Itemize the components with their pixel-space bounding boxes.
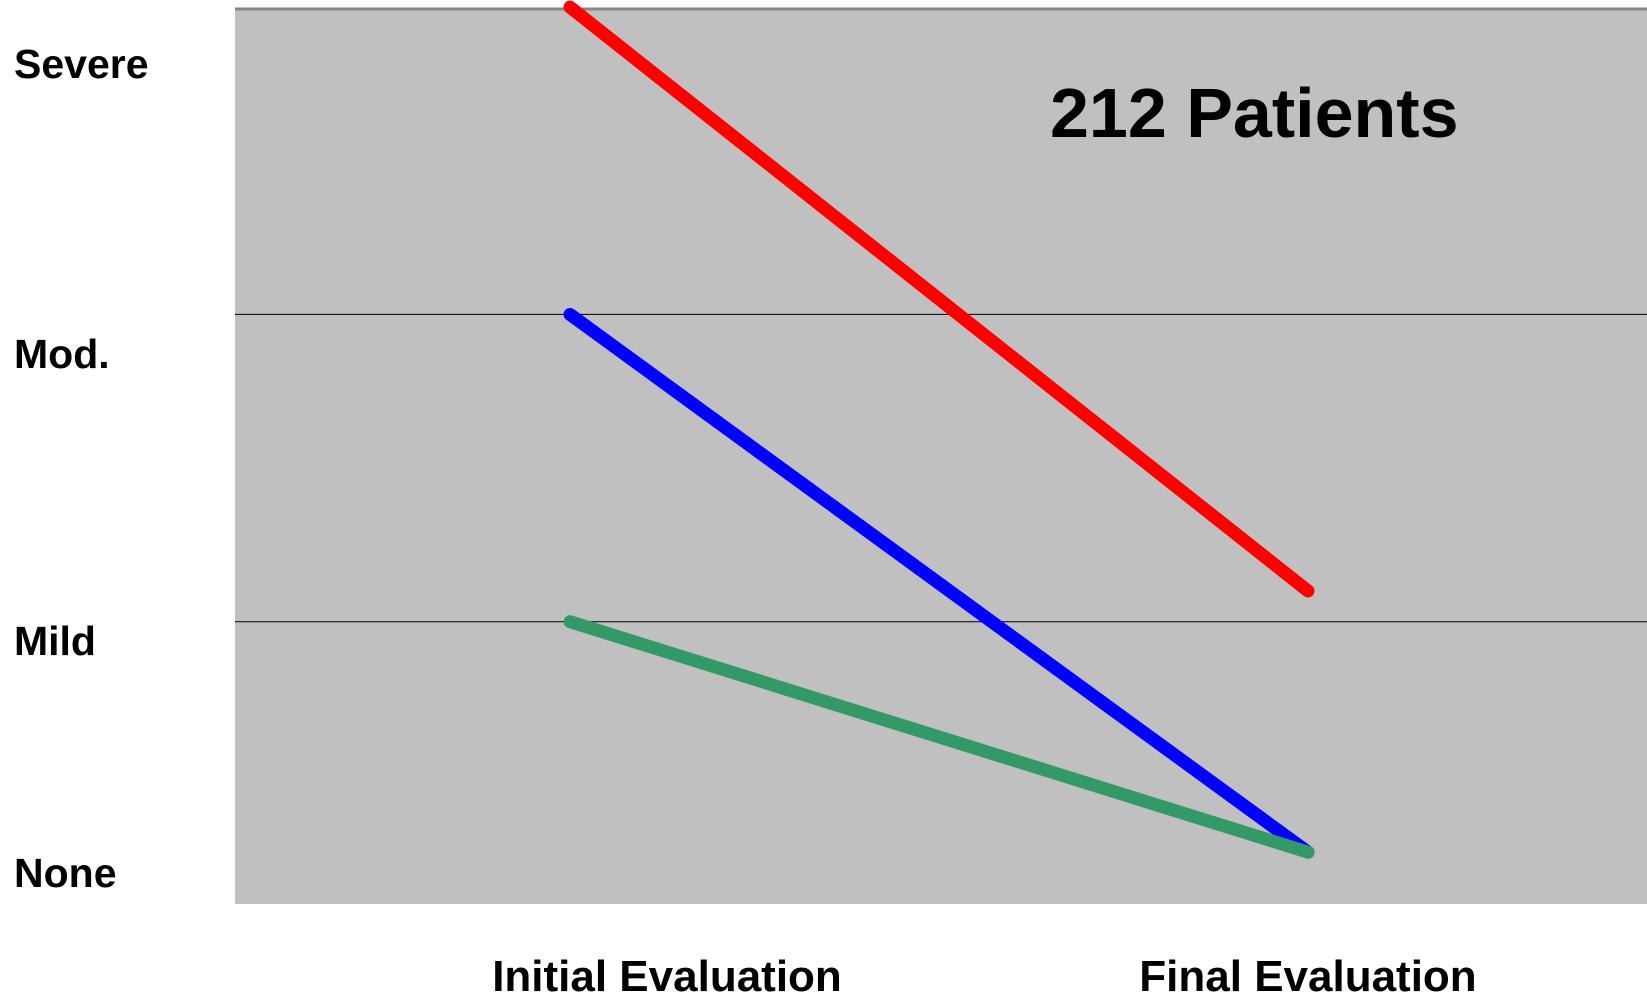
plot-area <box>235 8 1647 904</box>
series-group <box>563 0 1315 859</box>
chart-annotation: 212 Patients <box>1050 74 1459 152</box>
series-line-3 <box>563 615 1315 859</box>
y-tick-label: Mod. <box>14 331 110 377</box>
x-tick-label: Final Evaluation <box>1139 952 1476 997</box>
series-line-2 <box>563 307 1315 859</box>
gridlines <box>235 313 1647 623</box>
x-tick-label: Initial Evaluation <box>492 952 842 997</box>
x-tick-labels: Initial Evaluation Final Evaluation <box>492 952 1477 997</box>
y-tick-labels: None Mild Mod. Severe <box>14 41 149 896</box>
y-tick-label: Mild <box>14 618 96 664</box>
series-line-1 <box>563 0 1315 598</box>
y-tick-label: Severe <box>14 41 149 87</box>
y-tick-label: None <box>14 850 117 896</box>
